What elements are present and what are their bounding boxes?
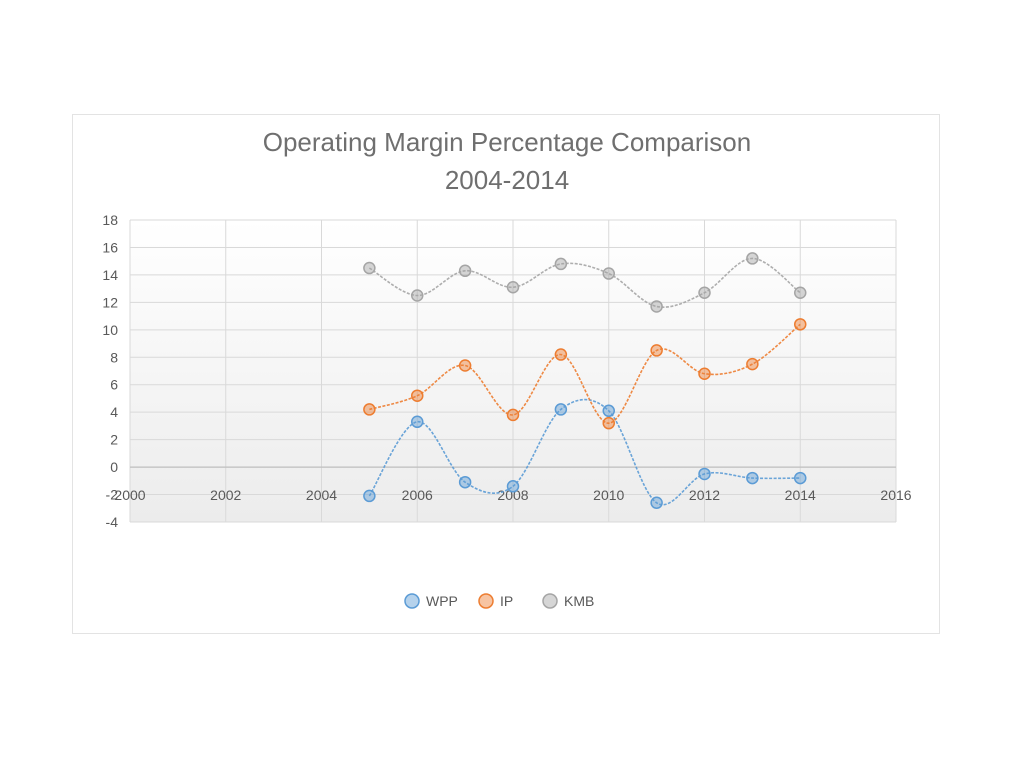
legend-marker-wpp	[404, 593, 420, 609]
data-point-wpp	[458, 475, 472, 489]
data-point-wpp	[602, 404, 615, 418]
y-tick-label: 16	[102, 239, 118, 255]
x-tick-label: 2010	[593, 487, 624, 503]
legend-label-wpp: WPP	[426, 593, 458, 609]
data-point-wpp	[746, 471, 759, 485]
data-point-kmb	[363, 261, 376, 275]
data-point-ip	[698, 367, 711, 380]
data-point-wpp	[794, 471, 807, 485]
data-point-ip	[506, 408, 520, 422]
x-tick-label: 2012	[689, 487, 720, 503]
x-tick-label: 2006	[402, 487, 433, 503]
data-point-kmb	[746, 252, 759, 265]
data-point-kmb	[794, 286, 807, 300]
data-point-ip	[458, 359, 472, 372]
y-tick-label: 6	[110, 377, 118, 393]
legend-marker-ip	[478, 593, 494, 609]
series-line-kmb	[368, 257, 801, 308]
y-tick-label: 8	[110, 349, 118, 365]
series-line-wpp	[368, 398, 801, 506]
y-tick-label: 10	[102, 322, 118, 338]
data-point-kmb	[506, 281, 520, 294]
data-point-ip	[794, 318, 807, 331]
x-tick-label: 2014	[785, 487, 816, 503]
x-tick-label: 2004	[306, 487, 337, 503]
x-tick-label: 2002	[210, 487, 241, 503]
data-point-wpp	[698, 467, 711, 481]
y-tick-label: 0	[110, 459, 118, 475]
x-tick-label: 2016	[880, 487, 911, 503]
data-point-ip	[363, 403, 376, 416]
data-point-kmb	[411, 289, 424, 302]
data-point-ip	[554, 348, 568, 361]
series-line-ip	[369, 323, 801, 424]
y-tick-label: -4	[106, 514, 119, 530]
data-point-kmb	[602, 267, 615, 280]
data-point-kmb	[650, 300, 663, 313]
y-tick-label: 4	[110, 404, 118, 420]
data-point-ip	[602, 416, 615, 430]
data-point-wpp	[554, 403, 568, 416]
data-point-kmb	[458, 264, 472, 278]
chart-title-line1: Operating Margin Percentage Comparison	[262, 127, 752, 157]
legend-marker-kmb	[542, 593, 558, 609]
y-tick-label: 12	[102, 294, 118, 310]
data-point-wpp	[506, 480, 520, 493]
data-point-wpp	[650, 496, 663, 510]
y-tick-label: -2	[106, 487, 119, 503]
data-point-ip	[411, 389, 424, 402]
chart-title-line2: 2004-2014	[444, 165, 570, 195]
x-tick-label: 2000	[114, 487, 145, 503]
data-point-ip	[746, 357, 759, 371]
data-point-kmb	[554, 257, 568, 271]
legend-label-ip: IP	[500, 593, 513, 609]
data-point-kmb	[698, 286, 711, 300]
legend-label-kmb: KMB	[564, 593, 594, 609]
y-tick-label: 2	[110, 432, 118, 448]
data-point-wpp	[411, 415, 424, 429]
data-point-ip	[650, 344, 663, 357]
y-tick-label: 18	[102, 212, 118, 228]
y-tick-label: 14	[102, 267, 118, 283]
data-point-wpp	[363, 489, 376, 503]
chart-title: Operating Margin Percentage Comparison 2…	[73, 123, 941, 199]
